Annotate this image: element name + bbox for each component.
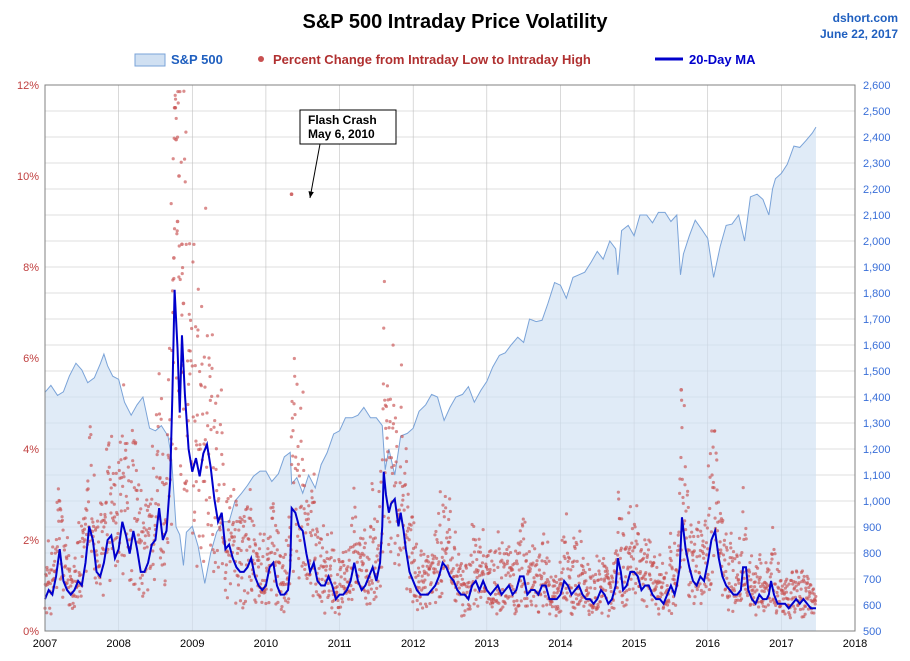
x-tick: 2011: [328, 638, 352, 650]
y-right-tick: 1,800: [863, 288, 891, 300]
y-right-tick: 1,200: [863, 444, 891, 456]
y-left-tick: 12%: [17, 80, 39, 92]
legend: S&P 500 Percent Change from Intraday Low …: [135, 52, 756, 67]
y-right-tick: 2,300: [863, 158, 891, 170]
x-tick: 2009: [180, 638, 204, 650]
y-left-tick: 4%: [23, 444, 39, 456]
y-right-tick: 700: [863, 574, 881, 586]
x-tick: 2013: [475, 638, 499, 650]
source-name: dshort.com: [833, 11, 898, 25]
y-right-tick: 2,600: [863, 80, 891, 92]
chart-svg: S&P 500 Intraday Price Volatility dshort.…: [0, 0, 910, 661]
x-tick: 2007: [33, 638, 57, 650]
y-right-tick: 1,900: [863, 262, 891, 274]
x-tick: 2016: [695, 638, 719, 650]
y-left-tick: 8%: [23, 262, 39, 274]
y-right-tick: 600: [863, 600, 881, 612]
x-tick: 2012: [401, 638, 425, 650]
y-right-tick: 1,500: [863, 366, 891, 378]
x-tick: 2018: [843, 638, 867, 650]
annotation-arrow: [310, 144, 320, 198]
y-right-tick: 500: [863, 626, 881, 638]
y-right-tick: 1,600: [863, 340, 891, 352]
y-right-tick: 2,200: [863, 184, 891, 196]
y-right-tick: 1,700: [863, 314, 891, 326]
legend-line-label: 20-Day MA: [689, 52, 756, 67]
annotation-line2: May 6, 2010: [308, 127, 375, 141]
x-tick: 2015: [622, 638, 646, 650]
y-right-tick: 2,000: [863, 236, 891, 248]
y-right-tick: 1,300: [863, 418, 891, 430]
annotation-arrowhead: [308, 191, 313, 198]
flash-crash-point: [290, 192, 294, 196]
x-tick: 2010: [254, 638, 278, 650]
x-tick: 2014: [548, 638, 572, 650]
x-tick: 2008: [106, 638, 130, 650]
y-right-tick: 2,400: [863, 132, 891, 144]
y-left-tick: 0%: [23, 626, 39, 638]
y-left-tick: 10%: [17, 171, 39, 183]
y-right-tick: 800: [863, 548, 881, 560]
y-right-tick: 2,100: [863, 210, 891, 222]
y-right-tick: 1,100: [863, 470, 891, 482]
y-left-tick: 2%: [23, 535, 39, 547]
y-right-tick: 1,000: [863, 496, 891, 508]
chart-title: S&P 500 Intraday Price Volatility: [303, 11, 609, 33]
source-date: June 22, 2017: [820, 27, 898, 41]
y-right-tick: 900: [863, 522, 881, 534]
legend-scatter-label: Percent Change from Intraday Low to Intr…: [273, 52, 591, 67]
y-right-tick: 2,500: [863, 106, 891, 118]
legend-area-label: S&P 500: [171, 52, 223, 67]
annotation-line1: Flash Crash: [308, 113, 377, 127]
y-right-tick: 1,400: [863, 392, 891, 404]
volatility-chart: S&P 500 Intraday Price Volatility dshort.…: [0, 0, 910, 661]
y-left-tick: 6%: [23, 353, 39, 365]
x-tick: 2017: [769, 638, 793, 650]
